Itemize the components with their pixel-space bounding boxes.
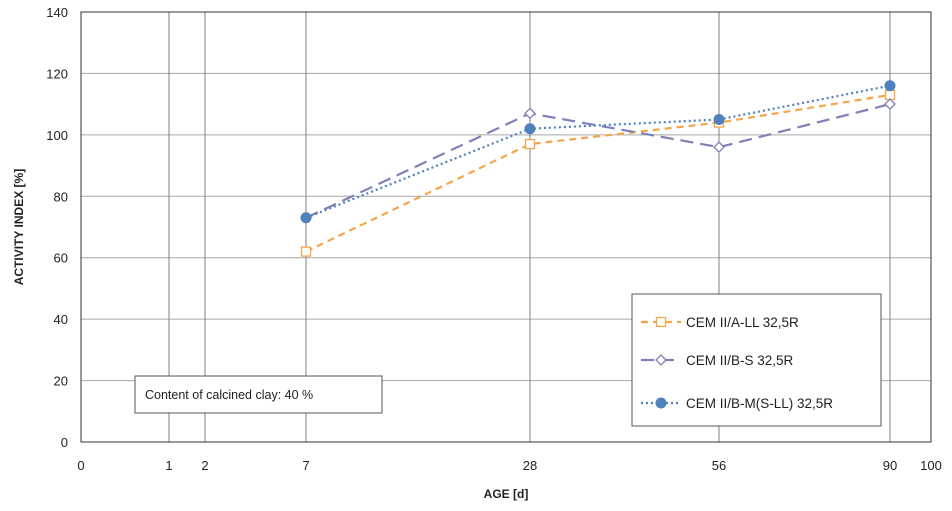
data-point [713,141,725,154]
legend-item: CEM II/B-M(S-LL) 32,5R [641,396,833,411]
y-axis-title: ACTIVITY INDEX [%] [12,169,26,285]
legend-label: CEM II/B-M(S-LL) 32,5R [686,396,833,411]
legend-label: CEM II/B-S 32,5R [686,353,794,368]
series-line [305,103,891,219]
y-tick-label: 20 [54,374,68,389]
annotation-frame [134,375,383,414]
legend-swatch-marker [655,397,667,409]
series-1 [300,89,896,257]
x-axis-title: AGE [d] [484,487,529,501]
data-point [524,123,536,135]
legend-swatch-marker [655,354,667,366]
annotation-box: Content of calcined clay: 40 % [134,375,383,414]
plot-area [80,11,932,443]
x-tick-label: 28 [523,458,537,473]
series-3 [300,80,896,224]
series-line [305,84,891,219]
series-2 [300,98,896,224]
series-lines [300,80,896,257]
x-tick-label: 1 [165,458,172,473]
data-point [300,246,312,257]
data-point [884,89,896,101]
data-point [713,114,725,125]
x-tick-label: 0 [77,458,84,473]
legend-label: CEM II/A-LL 32,5R [686,315,799,330]
y-tick-label: 60 [54,251,68,266]
y-tick-label: 40 [54,312,68,327]
legend-item: CEM II/A-LL 32,5R [641,315,799,330]
x-tick-label: 56 [712,458,726,473]
data-point [884,98,896,111]
x-tick-label: 90 [883,458,897,473]
legend-swatch-marker [655,316,667,328]
y-tick-label: 100 [46,128,68,143]
y-tick-label: 80 [54,189,68,204]
annotation-text: Content of calcined clay: 40 % [145,388,313,402]
y-tick-label: 120 [46,66,68,81]
data-point [524,107,536,120]
x-tick-label: 7 [302,458,309,473]
y-tick-label: 140 [46,5,68,20]
legend-item: CEM II/B-S 32,5R [641,353,794,368]
data-point [524,138,536,150]
legend: CEM II/A-LL 32,5R CEM II/B-S 32,5R CEM II/… [631,293,882,427]
x-tick-label: 2 [201,458,208,473]
y-tick-label: 0 [61,435,68,450]
x-tick-label: 100 [920,458,942,473]
data-point [884,80,896,92]
series-line [305,93,891,253]
tick-labels: 0 20 40 60 80 100 120 140 0 1 2 7 28 56 90 100 [46,5,942,473]
data-point [300,212,312,224]
